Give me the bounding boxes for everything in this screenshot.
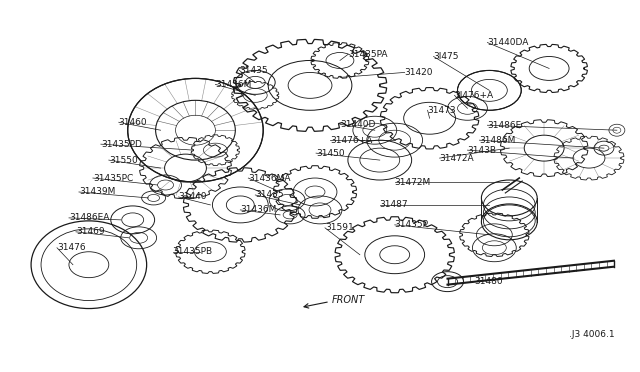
Text: 31439M: 31439M bbox=[79, 187, 115, 196]
Text: 31435PC: 31435PC bbox=[93, 173, 133, 183]
Text: .J3 4006.1: .J3 4006.1 bbox=[569, 330, 614, 339]
Text: 31450: 31450 bbox=[316, 149, 344, 158]
Text: 31420: 31420 bbox=[404, 68, 433, 77]
Text: 31435PD: 31435PD bbox=[101, 140, 141, 149]
Text: 3l476+A: 3l476+A bbox=[454, 91, 493, 100]
Text: 31550: 31550 bbox=[109, 155, 138, 164]
Text: 31486M: 31486M bbox=[479, 136, 516, 145]
Text: 31435PA: 31435PA bbox=[348, 50, 387, 59]
Text: 31435P: 31435P bbox=[395, 220, 429, 230]
Text: 3143B: 3143B bbox=[467, 145, 497, 155]
Text: 31436M: 31436M bbox=[216, 80, 252, 89]
Text: 31440DA: 31440DA bbox=[488, 38, 529, 47]
Text: FRONT: FRONT bbox=[332, 295, 365, 305]
Text: 31440: 31440 bbox=[179, 192, 207, 202]
Text: 31472A: 31472A bbox=[440, 154, 474, 163]
Text: 31436MA: 31436MA bbox=[248, 173, 291, 183]
Text: 31435: 31435 bbox=[239, 66, 268, 75]
Text: 3l475: 3l475 bbox=[433, 52, 459, 61]
Text: 31469: 31469 bbox=[76, 227, 104, 236]
Text: 31480: 31480 bbox=[474, 277, 503, 286]
Text: 31440D: 31440D bbox=[340, 120, 375, 129]
Text: 31436M: 31436M bbox=[240, 205, 276, 214]
Text: 31472M: 31472M bbox=[395, 177, 431, 186]
Text: 31476: 31476 bbox=[57, 243, 86, 252]
Text: 31435PB: 31435PB bbox=[173, 247, 212, 256]
Text: 31476+A: 31476+A bbox=[330, 136, 372, 145]
Text: 31591: 31591 bbox=[325, 223, 354, 232]
Text: 31486EA: 31486EA bbox=[69, 214, 109, 222]
Text: 31487: 31487 bbox=[380, 201, 408, 209]
Text: 31486E: 31486E bbox=[488, 121, 522, 130]
Text: 31460: 31460 bbox=[119, 118, 147, 127]
Text: 31473: 31473 bbox=[428, 106, 456, 115]
Text: 31435: 31435 bbox=[255, 190, 284, 199]
